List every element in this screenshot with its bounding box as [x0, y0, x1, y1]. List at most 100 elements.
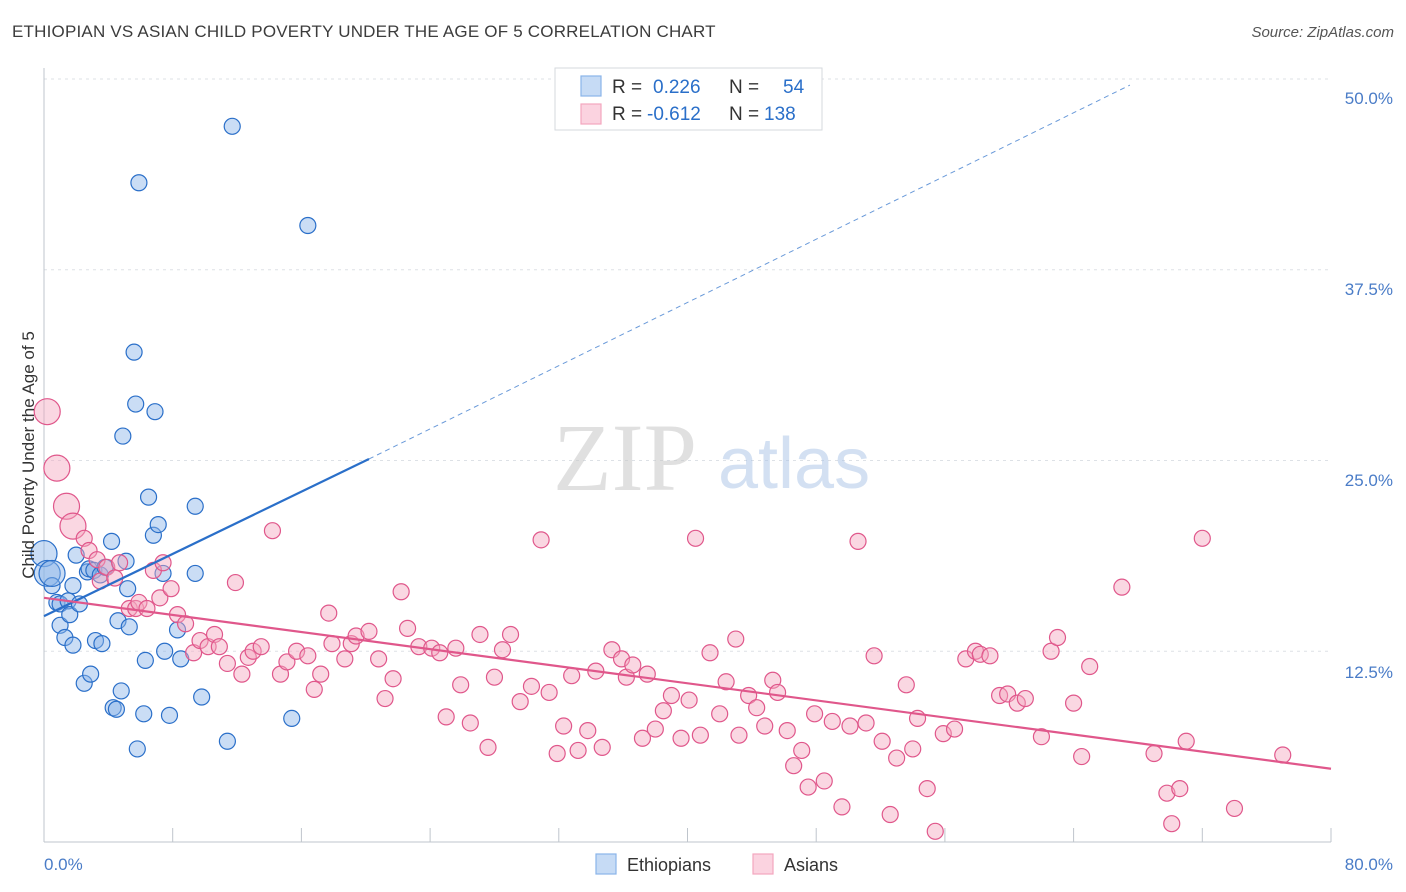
- series-asians: [33, 398, 1292, 840]
- ethiopians-point: [135, 705, 153, 723]
- ethiopians-point: [117, 552, 135, 570]
- asians-point: [1048, 628, 1067, 647]
- ethiopians-point: [130, 174, 148, 192]
- ethiopians-point: [186, 497, 204, 515]
- asians-point: [1081, 657, 1099, 676]
- asians-point: [320, 604, 338, 622]
- asians-point: [1163, 815, 1181, 833]
- asians-point: [1171, 779, 1189, 798]
- ethiopians-point: [93, 635, 111, 653]
- asians-point: [857, 714, 875, 732]
- asians-point: [717, 673, 735, 691]
- ethiopians-point: [38, 559, 66, 588]
- ethiopians-point: [128, 740, 146, 758]
- legend-swatch-ethiopians: [580, 75, 602, 97]
- asians-point: [662, 686, 681, 705]
- ethiopians-point: [82, 665, 100, 683]
- asians-point: [555, 717, 573, 735]
- asians-point: [881, 805, 899, 824]
- asians-point: [849, 532, 867, 550]
- asians-point: [841, 717, 859, 735]
- asians-point: [579, 722, 597, 740]
- asians-point: [299, 647, 317, 665]
- asians-point: [511, 693, 529, 711]
- watermark: ZIP atlas: [553, 404, 870, 511]
- legend-swatch-asians: [580, 103, 602, 125]
- asians-point: [548, 744, 566, 763]
- asians-point: [888, 749, 906, 767]
- ethiopians-point: [283, 709, 301, 727]
- trend-layer: [43, 84, 1332, 770]
- asians-point: [918, 779, 936, 798]
- ethiopians-point: [112, 682, 130, 700]
- ethiopians-point: [107, 700, 125, 718]
- ethiopians-point: [61, 606, 79, 624]
- asians-point: [111, 554, 129, 572]
- asians-point: [376, 689, 394, 708]
- asians-point: [263, 522, 282, 540]
- asians-point: [233, 665, 251, 683]
- asians-point: [43, 454, 71, 482]
- watermark-zip: ZIP: [553, 404, 697, 511]
- asians-point: [768, 683, 787, 702]
- ethiopians-point: [120, 618, 138, 636]
- ethiopians-point: [125, 343, 143, 361]
- asians-point: [431, 644, 449, 662]
- asians-point: [897, 676, 915, 694]
- ethiopians-point: [144, 526, 162, 544]
- asians-point: [833, 798, 851, 816]
- asians-point: [501, 625, 520, 644]
- asians-point: [218, 654, 236, 673]
- asians-point: [799, 778, 817, 796]
- asians-point: [654, 702, 672, 720]
- asians-point: [522, 677, 541, 695]
- ethiopians-trend-line: [43, 457, 370, 618]
- asians-point: [226, 573, 245, 592]
- asians-point: [1008, 694, 1026, 712]
- x-tick-label: 0.0%: [44, 855, 83, 874]
- ethiopians-point: [156, 642, 174, 660]
- asians-point: [398, 619, 417, 637]
- ethiopians-point: [223, 117, 241, 135]
- asians-point: [471, 625, 489, 644]
- legend-r-value: 0.226: [653, 77, 701, 98]
- asians-point: [823, 712, 841, 731]
- asians-point: [748, 699, 766, 717]
- asians-point: [730, 726, 748, 744]
- asians-point: [793, 741, 811, 760]
- asians-point: [493, 641, 512, 659]
- asians-point: [727, 630, 745, 648]
- asians-point: [701, 644, 719, 662]
- ethiopians-point: [43, 577, 61, 595]
- asians-point: [926, 822, 944, 840]
- asians-point: [485, 668, 504, 686]
- bottom-legend: Ethiopians Asians: [595, 853, 838, 875]
- asians-point: [138, 599, 156, 618]
- y-tick-label: 12.5%: [1345, 663, 1393, 682]
- y-tick-label: 50.0%: [1345, 89, 1393, 108]
- ethiopians-point: [139, 488, 158, 506]
- asians-point: [904, 740, 922, 758]
- bottom-legend-label-asians: Asians: [784, 855, 838, 875]
- ethiopians-point: [114, 427, 132, 445]
- asians-point: [1177, 732, 1195, 750]
- legend-n-label: N =: [729, 77, 759, 98]
- asians-point: [1016, 689, 1034, 708]
- asians-point: [815, 772, 833, 790]
- asians-point: [437, 708, 455, 726]
- ethiopians-point: [119, 580, 137, 598]
- asians-point: [452, 676, 470, 694]
- ethiopians-point: [193, 688, 211, 706]
- ethiopians-point: [160, 706, 179, 724]
- asians-point: [287, 642, 306, 660]
- ethiopians-point: [146, 403, 164, 421]
- asians-point: [646, 720, 664, 738]
- asians-point: [33, 398, 61, 426]
- ethiopians-point: [136, 651, 154, 670]
- ethiopians-point: [299, 216, 317, 235]
- bottom-legend-swatch-ethiopians: [595, 853, 617, 875]
- legend-n-label: N =: [729, 104, 759, 125]
- asians-point: [569, 741, 587, 760]
- ethiopians-point: [218, 732, 236, 750]
